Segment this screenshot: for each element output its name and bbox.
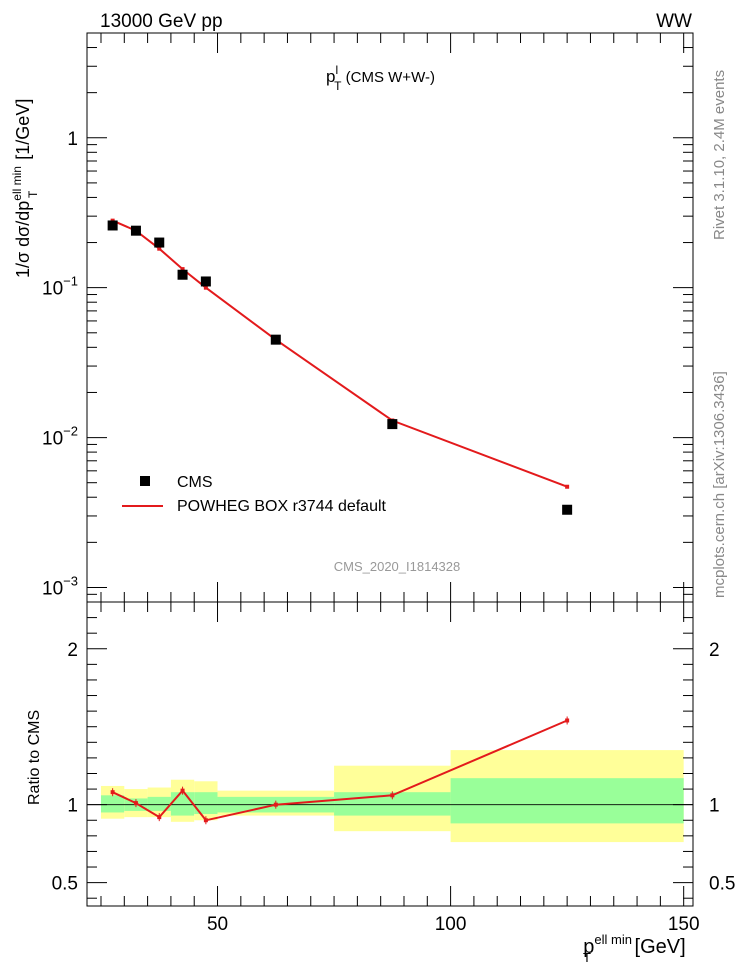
mcplots-label: mcplots.cern.ch [arXiv:1306.3436] [711, 371, 728, 598]
ratio-tick-label: 0.5 [52, 874, 78, 895]
cms-data-point [154, 237, 165, 248]
y-tick-base: 10 [42, 279, 63, 300]
y-tick-exponent: −3 [63, 573, 78, 588]
y-axis-label: 1/σ dσ/dpell min T [1/GeV] [10, 99, 40, 278]
legend-label-cms: CMS [177, 474, 213, 491]
powheg-point [565, 484, 570, 489]
ratio-line [112, 719, 568, 822]
ratio-band-inner [100, 795, 125, 813]
powheg-point [203, 285, 208, 290]
legend: CMS POWHEG BOX r3744 default [122, 474, 387, 515]
main-axis-ticks: 10−310−210−11 [42, 32, 693, 603]
ratio-tick-label: 1 [67, 796, 78, 817]
y-tick-exponent: −1 [63, 274, 78, 289]
rivet-version-label: Rivet 3.1.10, 2.4M events [711, 70, 728, 240]
y-tick-base: 10 [42, 578, 63, 599]
x-label-unit: [GeV] [629, 936, 686, 958]
x-axis-label: pell min T [GeV] [583, 932, 686, 965]
data-points [107, 220, 573, 515]
ratio-panel-frame [86, 601, 694, 907]
y-tick-exponent: −2 [63, 424, 78, 439]
y-label-subscript: T [26, 190, 40, 198]
ratio-tick-label: 2 [67, 640, 78, 661]
y-label-main: 1/σ dσ/dp [13, 201, 33, 278]
x-tick-label: 50 [207, 914, 228, 935]
cms-data-point [387, 419, 398, 430]
cms-data-point [107, 220, 118, 231]
legend-label-powheg: POWHEG BOX r3744 default [177, 498, 387, 515]
ratio-panel: 0.5 0.5 1 1 2 2 50 100 150 [52, 601, 735, 935]
cms-data-point [562, 504, 573, 515]
y-label-unit: [1/GeV] [13, 99, 33, 165]
cms-data-point [177, 269, 188, 280]
title-superscript: l [335, 63, 338, 77]
x-label-subscript: T [583, 950, 591, 965]
x-tick-label: 150 [668, 914, 700, 935]
y-tick-label: 1 [67, 129, 78, 150]
title-symbol: p [326, 67, 335, 86]
ratio-band-inner [450, 778, 684, 824]
ratio-y-label: Ratio to CMS [26, 710, 43, 805]
chart-title: pl T (CMS W+W-) [326, 63, 435, 93]
ratio-curve [110, 716, 570, 825]
powheg-point [157, 246, 162, 251]
y-tick-label: 10−3 [42, 573, 78, 599]
ratio-band-inner [147, 796, 171, 811]
analysis-watermark: CMS_2020_I1814328 [334, 559, 461, 574]
y-label-superscript: ell min [10, 166, 24, 201]
powheg-point [180, 267, 185, 272]
ratio-tick-label-right: 2 [709, 640, 720, 661]
ratio-band-inner [170, 792, 195, 816]
ratio-band-inner [194, 792, 218, 815]
ratio-tick-label-right: 0.5 [709, 874, 735, 895]
ratio-tick-label-right: 1 [709, 796, 720, 817]
cms-data-point [130, 225, 141, 236]
main-panel: 10−310−210−11 [42, 32, 694, 603]
y-tick-label: 10−2 [42, 424, 78, 450]
y-tick-label: 10−1 [42, 274, 78, 300]
x-label-symbol: p [583, 936, 594, 958]
cms-data-point [270, 334, 281, 345]
legend-marker-cms [140, 476, 150, 486]
title-rest: (CMS W+W-) [341, 69, 434, 86]
title-subscript: T [334, 79, 342, 93]
cms-data-point [200, 276, 211, 287]
ratio-axis-ticks: 0.5 0.5 1 1 2 2 50 100 150 [52, 602, 735, 935]
header-collision-label: 13000 GeV pp [100, 11, 223, 32]
x-label-superscript: ell min [594, 932, 632, 947]
header-process-label: WW [656, 11, 692, 32]
x-tick-label: 100 [435, 914, 467, 935]
y-tick-base: 10 [42, 429, 63, 450]
